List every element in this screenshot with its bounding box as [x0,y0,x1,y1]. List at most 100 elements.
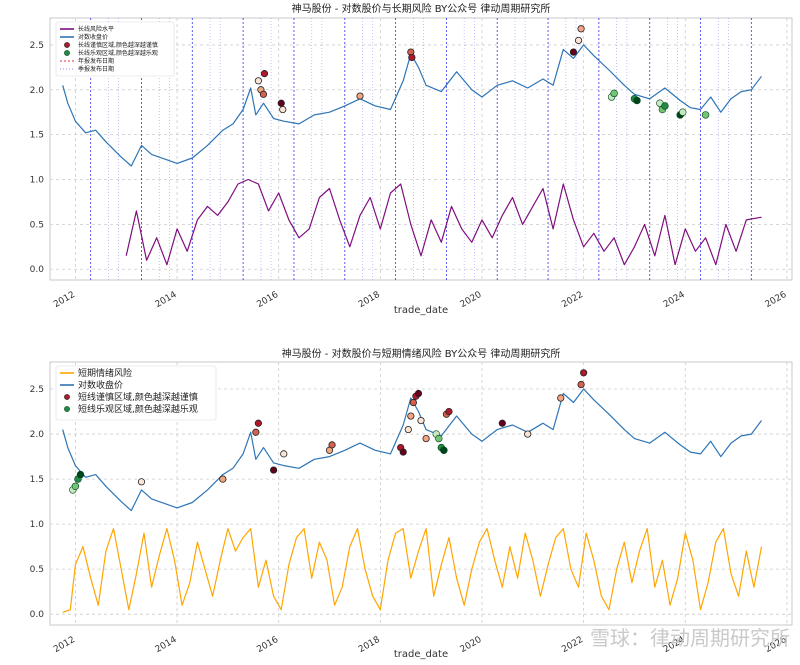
legend-label: 长线谨慎区域,颜色越深越谨慎 [78,41,158,49]
series-line-risk [62,527,763,613]
x-tick-label: 2026 [764,290,789,310]
series-line-log-close [62,388,762,512]
y-tick-label: 0.0 [30,610,45,620]
y-tick-label: 1.0 [30,520,45,530]
caution-marker [252,428,260,436]
y-tick-label: 0.5 [30,220,44,230]
legend-symbol [64,42,70,48]
x-tick-label: 2020 [459,635,484,655]
x-axis-label: trade_date [394,649,448,660]
caution-marker [399,448,407,456]
legend-label: 短线谨慎区域,颜色越深越谨慎 [78,391,198,403]
caution-marker [580,369,588,377]
y-tick-label: 2.5 [30,41,44,51]
x-tick-label: 2016 [255,635,280,655]
caution-marker [557,394,565,402]
chart-long-term-risk: 0.0 0.5 1.0 1.5 2.0 2.5 2012 2014 2016 2018 2020 20… [30,2,793,316]
x-tick-label: 2012 [52,635,77,655]
caution-marker [524,430,532,438]
x-tick-label: 2014 [154,290,179,310]
optimism-marker [661,102,669,110]
series-line-log-close [62,44,762,167]
caution-marker [356,92,364,100]
y-tick-label: 1.0 [30,176,45,186]
caution-marker [408,53,416,62]
optimism-marker [679,108,687,116]
legend-symbol [64,50,70,56]
caution-marker [270,466,278,474]
x-tick-label: 2016 [255,290,280,310]
y-tick-label: 2.0 [30,86,45,96]
legend-label: 短期情绪风险 [78,367,132,379]
caution-marker [414,389,423,398]
legend-label: 长线乐观区域,颜色越深越乐观 [78,49,158,57]
optimism-marker [76,470,85,479]
caution-marker [498,419,506,427]
x-tick-label: 2012 [52,290,77,310]
caution-marker [260,70,269,78]
chart-title: 神马股份 - 对数股价与长期风险 BY公众号 律动周期研究所 [292,2,551,15]
x-tick-label: 2020 [459,290,484,310]
legend-box [55,21,175,77]
legend-swatch-optimism [64,406,70,412]
caution-marker [404,425,412,434]
legend-label: 长线风险水平 [78,25,114,33]
legend-label: 季报发布日期 [78,65,114,73]
optimism-marker [701,111,710,119]
caution-marker [574,36,583,45]
legend-swatch-optimism [64,50,70,56]
x-tick-label: 2022 [560,290,585,310]
caution-marker [280,450,288,458]
caution-marker [277,99,285,107]
y-tick-label: 0.5 [30,565,44,575]
legend-swatch-caution [64,42,70,48]
x-tick-label: 2014 [154,635,179,655]
caution-marker [137,478,146,486]
optimism-marker [71,482,80,490]
caution-marker [569,48,578,56]
series-line-risk [125,178,762,266]
x-axis-label: trade_date [394,305,448,316]
legend-symbol [64,406,70,412]
caution-marker [577,380,585,389]
caution-marker [254,77,262,85]
legend-swatch-caution [64,394,70,400]
caution-marker [409,398,417,407]
caution-marker [328,441,336,449]
y-tick-label: 0.0 [30,265,45,275]
legend-symbol [64,394,70,400]
x-tick-label: 2022 [560,635,585,655]
caution-marker [577,25,585,33]
watermark-text: 雪球：律动周期研究所 [590,626,790,650]
caution-marker [417,416,425,425]
caution-marker [422,434,430,443]
caution-marker [259,90,268,98]
caution-marker [219,475,227,483]
y-tick-label: 1.5 [30,475,44,485]
x-tick-label: 2018 [357,290,382,310]
y-tick-label: 2.0 [30,430,45,440]
legend-label: 年报发布日期 [78,57,114,65]
optimism-marker [440,446,448,454]
legend-label: 对数收盘价 [78,379,123,391]
legend-label: 短线乐观区域,颜色越深越乐观 [78,403,198,415]
y-tick-label: 2.5 [30,385,44,395]
legend: 长线风险水平对数收盘价长线谨慎区域,颜色越深越谨慎长线乐观区域,颜色越深越乐观年… [55,21,175,77]
optimism-marker [435,434,443,443]
caution-marker [407,412,415,420]
legend-label: 对数收盘价 [78,33,108,41]
optimism-marker [610,89,618,98]
x-tick-label: 2024 [662,290,687,310]
caution-marker [445,407,453,416]
caution-marker [279,105,287,114]
chart-short-term-sentiment: 0.0 0.5 1.0 1.5 2.0 2.5 2012 2014 2016 2018 2020 20… [30,347,793,660]
chart-title: 神马股份 - 对数股价与短期情绪风险 BY公众号 律动周期研究所 [282,347,561,360]
x-tick-label: 2018 [357,635,382,655]
legend-box [55,365,217,421]
optimism-marker [633,96,641,105]
y-tick-label: 1.5 [30,131,44,141]
caution-marker [254,419,262,427]
